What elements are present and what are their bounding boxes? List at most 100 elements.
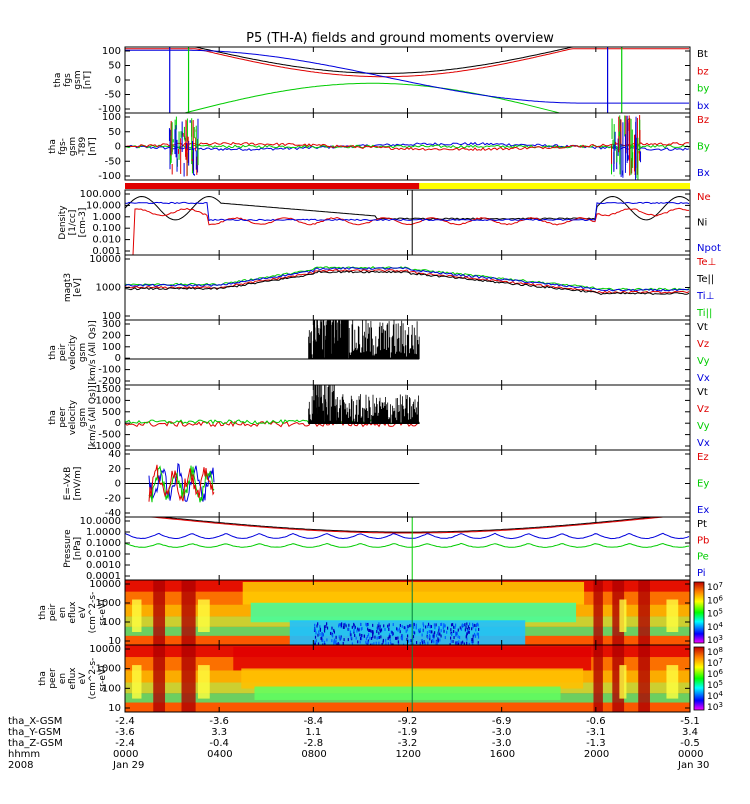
y-axis-label: tha peer en eflux eV (cm^2-s-sr-eV) [38, 658, 108, 700]
heatmap-speckle [334, 640, 336, 644]
heatmap-speckle [442, 626, 444, 630]
heatmap-speckle [426, 631, 429, 635]
heatmap-speckle [397, 642, 400, 645]
x-date-label: Jan 30 [677, 760, 709, 771]
heatmap-speckle [366, 635, 369, 639]
heatmap-speckle [427, 641, 429, 645]
heatmap-speckle [472, 641, 474, 645]
heatmap-speckle [460, 641, 462, 645]
heatmap-speckle [399, 630, 401, 634]
legend-entry: bx [697, 101, 709, 112]
heatmap-speckle [365, 622, 367, 626]
heatmap-speckle [390, 641, 392, 645]
heatmap-speckle [433, 634, 435, 638]
y-axis-label-line: eV [78, 606, 88, 619]
heatmap-speckle [422, 629, 424, 633]
heatmap-speckle [385, 642, 387, 645]
heatmap-speckle [423, 624, 425, 628]
heatmap-speckle [318, 630, 320, 634]
heatmap-speckle [475, 624, 477, 628]
heatmap-speckle [369, 636, 371, 640]
y-axis-label-line: fgs [63, 73, 73, 87]
heatmap-speckle [460, 627, 463, 631]
x-position-value: -3.0 [492, 738, 512, 749]
heatmap-speckle [315, 639, 317, 643]
heatmap-speckle [396, 627, 398, 631]
heatmap-stripe [638, 645, 650, 712]
heatmap-speckle [436, 634, 438, 638]
heatmap-speckle [314, 627, 316, 631]
series-pt [125, 517, 689, 533]
heatmap-stripe [593, 580, 603, 645]
heatmap-stripe [153, 645, 166, 712]
heatmap-speckle [464, 623, 466, 627]
heatmap-speckle [385, 638, 387, 642]
y-axis-label-line: [cm-3] [78, 208, 88, 238]
heatmap-speckle [464, 628, 466, 632]
heatmap-stripe [197, 599, 210, 632]
legend-entry: Vt [697, 387, 708, 398]
heatmap-speckle [458, 640, 460, 644]
heatmap-speckle [373, 642, 375, 645]
heatmap-speckle [434, 631, 436, 635]
x-position-value: -9.2 [398, 716, 418, 727]
heatmap-speckle [439, 632, 441, 636]
legend-entry: Pb [697, 535, 709, 546]
heatmap-speckle [382, 640, 384, 644]
panel-content [125, 190, 690, 255]
y-axis-label-line: [1/cc] [68, 210, 78, 236]
heatmap-speckle [444, 624, 446, 628]
heatmap-speckle [345, 624, 347, 628]
x-position-value: -0.4 [209, 738, 229, 749]
y-tick-label: 0 [115, 479, 121, 490]
heatmap-speckle [438, 627, 440, 631]
heatmap-speckle [372, 631, 374, 635]
heatmap-speckle [437, 631, 439, 635]
panel-density: Density [1/cc] [cm-3] 100.00010.0001.0000.1… [58, 189, 721, 257]
heatmap-speckle [320, 636, 322, 640]
colorbar-label: 105 [707, 679, 723, 691]
heatmap-speckle [370, 637, 373, 641]
y-tick-label: 1500 [96, 384, 121, 395]
heatmap-speckle [477, 635, 480, 639]
heatmap-speckle [380, 629, 382, 633]
heatmap-stripe [619, 665, 627, 699]
heatmap-speckle [431, 630, 433, 634]
heatmap-speckle [450, 639, 452, 643]
heatmap-speckle [468, 626, 470, 630]
heatmap-speckle [405, 629, 407, 633]
heatmap-stripe [666, 665, 679, 699]
heatmap-speckle [471, 638, 473, 642]
heatmap-speckle [340, 624, 342, 628]
y-tick-label: -500 [98, 430, 121, 441]
y-axis-label-line: -T89 [78, 137, 88, 157]
heatmap-speckle [353, 626, 356, 630]
series-ne [125, 207, 689, 255]
y-axis-label-line: (cm^2-s- [88, 592, 98, 634]
heatmap-speckle [366, 623, 368, 627]
y-axis-label: tha peir velocity gsm [km/s (All Qs)] [48, 320, 98, 384]
heatmap-speckle [359, 633, 361, 637]
heatmap-speckle [366, 642, 368, 645]
heatmap-speckle [432, 639, 434, 643]
heatmap-speckle [472, 639, 474, 643]
legend-entry: Vz [697, 339, 709, 350]
series-residual [125, 141, 690, 151]
heatmap-speckle [472, 634, 474, 638]
legend-entry: Te⊥ [696, 257, 716, 268]
y-axis-label: tha fgs-gsm -T89 [nT] [48, 137, 98, 157]
heatmap-speckle [375, 641, 377, 645]
colorbar-label: 108 [707, 646, 723, 658]
heatmap-band [242, 582, 585, 605]
heatmap-speckle [450, 628, 452, 632]
heatmap-speckle [378, 641, 380, 645]
heatmap-speckle [332, 634, 334, 638]
heatmap-speckle [466, 627, 469, 631]
heatmap-speckle [413, 625, 415, 629]
heatmap-speckle [455, 631, 457, 635]
y-axis-label-line: sr-eV) [98, 665, 108, 691]
x-position-value: -0.5 [680, 738, 700, 749]
heatmap-speckle [359, 640, 361, 644]
heatmap-speckle [323, 640, 326, 644]
